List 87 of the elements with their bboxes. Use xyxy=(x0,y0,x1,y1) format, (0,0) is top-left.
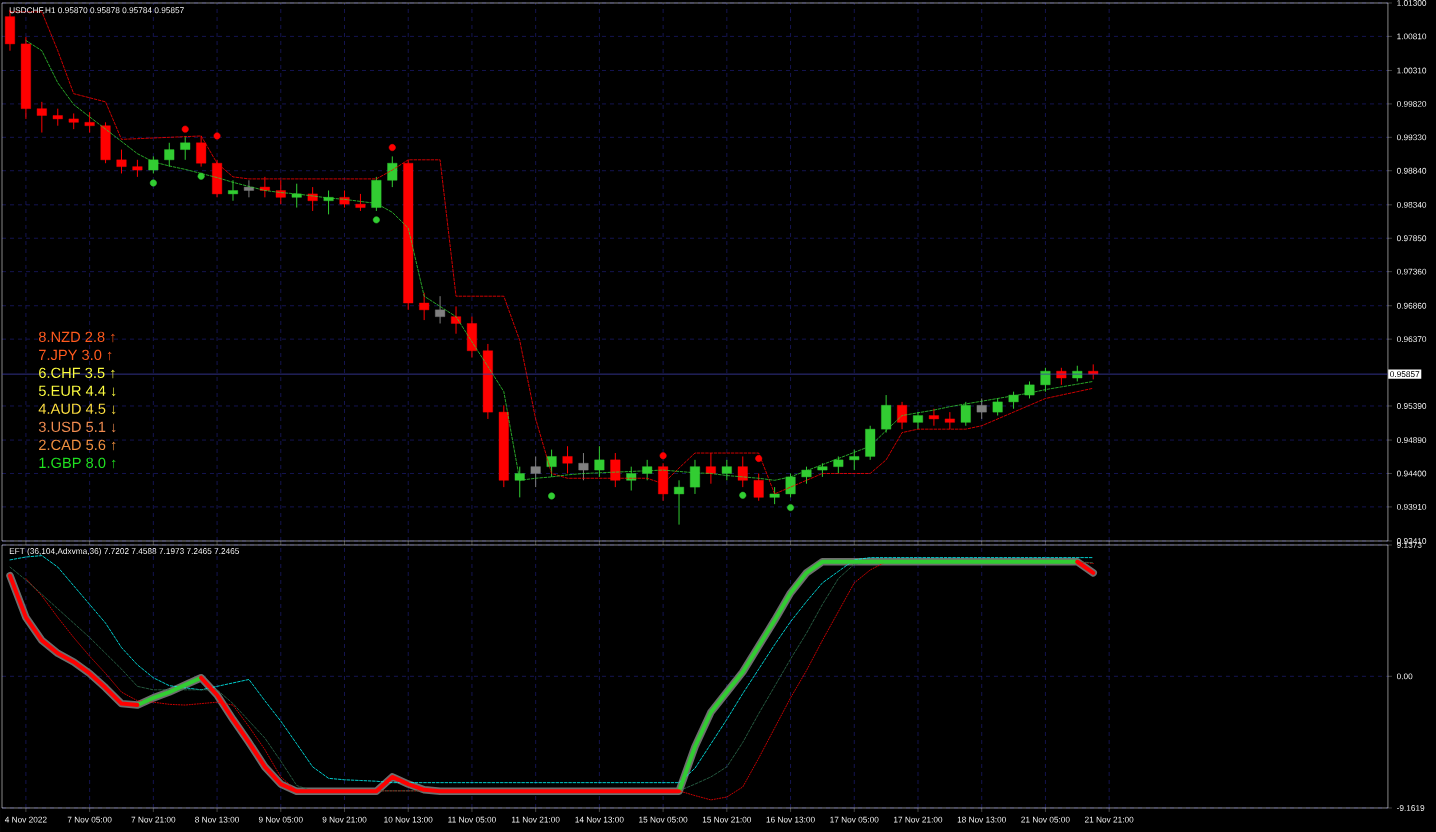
candlestick xyxy=(180,135,191,161)
y-tick-label: 1.00310 xyxy=(1397,67,1427,74)
ref-line-label: 0.95857 xyxy=(1390,371,1420,378)
y-tick-label: 0.00 xyxy=(1396,673,1413,680)
y-tick-label: 0.99820 xyxy=(1396,100,1427,107)
point xyxy=(213,132,221,140)
y-tick-label: 0.98340 xyxy=(1396,201,1427,208)
y-tick-label: 0.95390 xyxy=(1396,403,1427,409)
candlestick xyxy=(435,295,446,324)
candlestick xyxy=(419,292,430,321)
x-tick-label: 17 Nov 05:00 xyxy=(830,816,879,823)
annotation: 7.JPY 3.0 ↑ xyxy=(39,349,112,361)
x-tick-label: 15 Nov 05:00 xyxy=(639,816,688,823)
candlestick xyxy=(849,449,860,471)
point xyxy=(181,125,189,133)
y-tick-label: 0.96860 xyxy=(1396,302,1427,309)
candlestick xyxy=(705,452,716,485)
y-tick-label: 0.97360 xyxy=(1396,268,1427,275)
y-tick-label: 0.94890 xyxy=(1396,437,1427,443)
y-tick-label: 9.1373 xyxy=(1397,542,1422,548)
point xyxy=(149,179,157,187)
x-tick-label: 16 Nov 13:00 xyxy=(766,816,815,823)
point xyxy=(548,492,556,500)
candlestick xyxy=(164,142,175,168)
y-tick-label: 0.93910 xyxy=(1396,503,1427,510)
x-tick-label: 10 Nov 13:00 xyxy=(384,816,433,823)
x-tick-label: 11 Nov 05:00 xyxy=(448,816,496,823)
x-tick-label: 8 Nov 13:00 xyxy=(195,816,240,823)
y-tick-label: 1.00810 xyxy=(1397,33,1427,40)
annotation: 3.USD 5.1 ↓ xyxy=(38,421,116,433)
point xyxy=(755,455,763,462)
y-tick-label: 0.97850 xyxy=(1396,235,1427,242)
x-tick-label: 4 Nov 2022 xyxy=(4,816,47,823)
candlestick xyxy=(753,472,764,502)
candlestick xyxy=(897,401,908,430)
candlestick xyxy=(530,455,541,488)
candlestick xyxy=(36,101,47,134)
y-tick-label: 0.93410 xyxy=(1396,538,1427,544)
x-tick-label: 21 Nov 21:00 xyxy=(1084,816,1134,823)
x-tick-label: 15 Nov 21:00 xyxy=(702,816,752,823)
y-tick-label: 0.98840 xyxy=(1396,167,1427,174)
candlestick xyxy=(546,449,557,478)
point xyxy=(372,216,380,224)
candlestick xyxy=(562,445,573,474)
candlestick xyxy=(228,179,238,202)
x-tick-label: 7 Nov 21:00 xyxy=(131,816,176,823)
chart-title: EFT (36,104,Adxvma,36) 7.7202 7.4588 7.1973 7.2465 7.2465 xyxy=(9,547,240,556)
point xyxy=(659,452,667,460)
candlestick xyxy=(928,408,939,427)
candlestick xyxy=(976,397,987,420)
candlestick xyxy=(610,452,621,488)
x-tick-label: 7 Nov 05:00 xyxy=(67,816,112,823)
x-tick-label: 18 Nov 13:00 xyxy=(957,816,1006,823)
candlestick xyxy=(881,394,892,434)
chart-title: USDCHF,H1 0.95870 0.95878 0.95784 0.95857 xyxy=(9,7,184,15)
candlestick xyxy=(116,149,127,174)
annotation: 6.CHF 3.5 ↑ xyxy=(39,367,115,379)
x-tick-label: 9 Nov 05:00 xyxy=(258,816,303,823)
candlestick xyxy=(594,445,605,478)
candlestick xyxy=(674,479,685,526)
x-tick-label: 21 Nov 05:00 xyxy=(1021,816,1070,823)
annotation: 1.GBP 8.0 ↑ xyxy=(39,457,116,469)
candlestick xyxy=(84,111,95,134)
point xyxy=(388,144,396,152)
candlestick xyxy=(196,135,207,168)
candlestick xyxy=(387,155,398,188)
candlestick xyxy=(291,183,302,209)
x-tick-label: 9 Nov 21:00 xyxy=(322,816,367,823)
y-tick-label: 1.01300 xyxy=(1397,0,1427,6)
point xyxy=(197,172,205,180)
y-tick-label: 0.99330 xyxy=(1396,134,1427,141)
annotation: 5.EUR 4.4 ↓ xyxy=(38,385,116,397)
point xyxy=(739,491,747,499)
annotation: 2.CAD 5.6 ↑ xyxy=(39,439,116,451)
candlestick xyxy=(243,179,254,198)
x-tick-label: 17 Nov 21:00 xyxy=(894,816,943,823)
y-tick-label: -9.1619 xyxy=(1397,805,1425,811)
x-tick-label: 11 Nov 21:00 xyxy=(512,816,560,823)
candlestick xyxy=(578,452,589,481)
candlestick xyxy=(960,401,971,427)
point xyxy=(787,504,795,512)
annotation: 8.NZD 2.8 ↑ xyxy=(38,331,115,343)
y-tick-label: 0.96370 xyxy=(1396,336,1427,343)
x-tick-label: 14 Nov 13:00 xyxy=(575,816,624,823)
annotation: 4.AUD 4.5 ↓ xyxy=(38,403,116,415)
y-tick-label: 0.94400 xyxy=(1396,470,1427,477)
candlestick xyxy=(737,455,748,488)
